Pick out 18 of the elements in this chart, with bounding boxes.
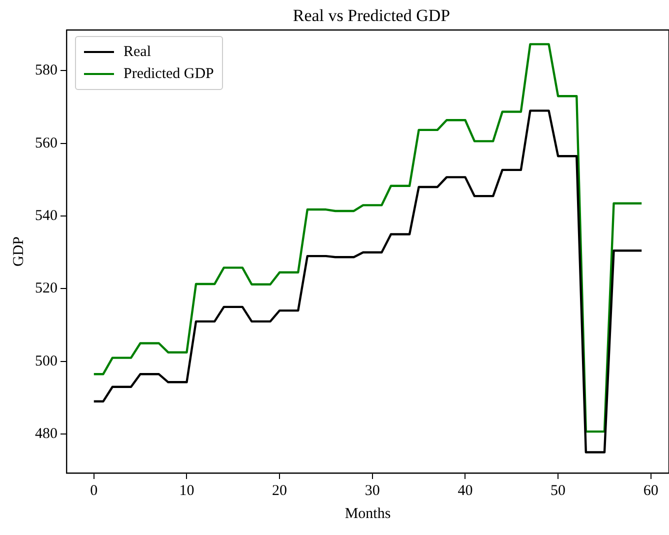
x-tick-label: 0 — [90, 482, 98, 499]
y-tick-label: 540 — [35, 208, 58, 224]
y-tick-label: 580 — [35, 62, 58, 79]
y-tick-label: 560 — [35, 135, 58, 152]
chart-title: Real vs Predicted GDP — [292, 6, 452, 26]
x-tick-label: 60 — [643, 482, 658, 499]
legend-label: Predicted GDP — [124, 66, 214, 82]
y-tick-label: 520 — [35, 280, 58, 297]
x-tick-label: 30 — [364, 482, 380, 499]
legend-label: Real — [124, 44, 151, 60]
x-tick-label: 20 — [272, 482, 288, 499]
x-tick-label: 10 — [179, 482, 194, 499]
y-axis-title: GDP — [10, 236, 27, 267]
x-axis-title: Months — [344, 506, 391, 522]
x-tick-label: 50 — [550, 482, 566, 499]
y-tick-label: 480 — [35, 426, 58, 442]
y-tick-label: 500 — [35, 353, 58, 370]
x-tick-label: 40 — [458, 482, 473, 499]
